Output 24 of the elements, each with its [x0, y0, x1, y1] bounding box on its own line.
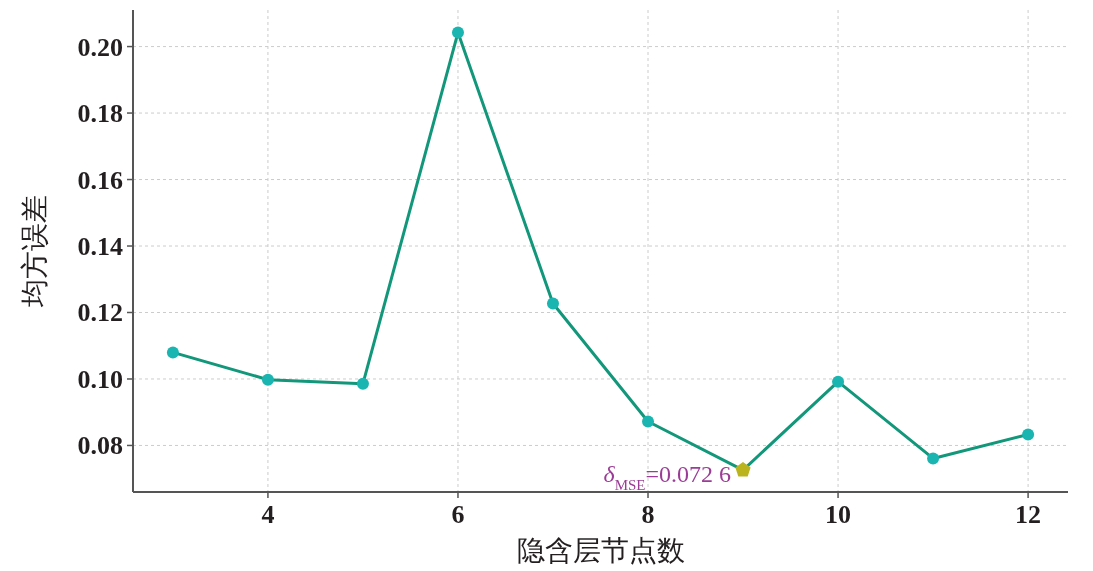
annotation: δ$_{MSE}$=0.072 6 — [603, 461, 732, 494]
y-tick-label: 0.08 — [77, 431, 123, 461]
y-tick-label: 0.12 — [77, 298, 123, 328]
x-tick-label: 4 — [261, 500, 275, 529]
point — [642, 415, 655, 428]
x-tick-label: 8 — [641, 500, 655, 529]
y-axis-title: 均方误差 — [19, 195, 50, 308]
x-tick-label: 10 — [825, 500, 852, 529]
x-axis-title: 隐含层节点数 — [516, 535, 685, 566]
point — [1022, 428, 1035, 441]
y-tick-label: 0.14 — [77, 232, 123, 262]
x-tick-label: 12 — [1015, 500, 1042, 529]
point — [356, 377, 369, 390]
point — [166, 346, 179, 359]
y-tick-label: 0.16 — [77, 165, 123, 195]
y-tick-label: 0.18 — [77, 99, 123, 129]
point — [832, 375, 845, 388]
point — [261, 373, 274, 386]
y-tick-label: 0.10 — [77, 364, 123, 394]
point — [927, 452, 940, 465]
y-tick-label: 0.20 — [77, 32, 123, 62]
x-tick-label: 6 — [451, 500, 465, 529]
point — [451, 26, 464, 39]
point — [546, 297, 559, 310]
